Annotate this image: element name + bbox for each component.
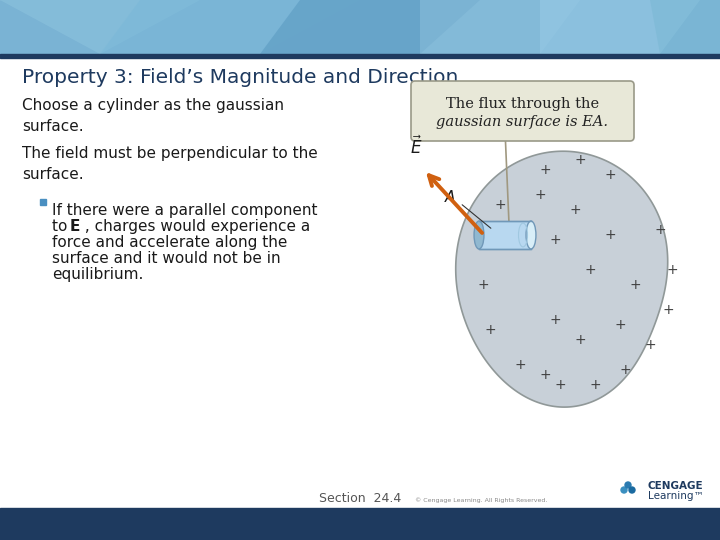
- Text: E: E: [70, 219, 81, 234]
- Text: equilibrium.: equilibrium.: [52, 267, 143, 282]
- Polygon shape: [420, 0, 580, 54]
- Text: CENGAGE: CENGAGE: [648, 481, 703, 491]
- Text: +: +: [484, 323, 496, 337]
- Text: gaussian surface is EA.: gaussian surface is EA.: [436, 115, 608, 129]
- Bar: [40, 199, 46, 205]
- Text: +: +: [534, 188, 546, 202]
- Text: +: +: [629, 278, 641, 292]
- Text: The field must be perpendicular to the
surface.: The field must be perpendicular to the s…: [22, 146, 318, 182]
- FancyBboxPatch shape: [411, 81, 634, 141]
- Text: to: to: [52, 219, 72, 234]
- Text: +: +: [574, 153, 586, 167]
- Text: , charges would experience a: , charges would experience a: [80, 219, 310, 234]
- Text: If there were a parallel component: If there were a parallel component: [52, 203, 318, 218]
- Bar: [479, 221, 531, 249]
- Text: +: +: [589, 378, 600, 392]
- Text: +: +: [494, 198, 506, 212]
- Text: +: +: [549, 233, 561, 247]
- Text: +: +: [584, 263, 596, 277]
- Bar: [0, 54, 720, 508]
- Text: +: +: [574, 333, 586, 347]
- Text: +: +: [570, 203, 581, 217]
- Text: A: A: [445, 190, 455, 205]
- Text: +: +: [604, 228, 616, 242]
- Text: +: +: [539, 163, 551, 177]
- Text: +: +: [644, 338, 656, 352]
- Bar: [0, 54, 720, 58]
- Polygon shape: [260, 0, 480, 54]
- Text: force and accelerate along the: force and accelerate along the: [52, 235, 287, 250]
- Circle shape: [629, 487, 635, 493]
- Text: +: +: [614, 318, 626, 332]
- Text: +: +: [484, 233, 496, 247]
- Text: +: +: [662, 303, 674, 317]
- Circle shape: [621, 487, 627, 493]
- Text: +: +: [514, 358, 526, 372]
- Polygon shape: [650, 0, 720, 54]
- Text: +: +: [477, 278, 489, 292]
- Text: Property 3: Field’s Magnitude and Direction: Property 3: Field’s Magnitude and Direct…: [22, 68, 459, 87]
- Text: +: +: [604, 168, 616, 182]
- Ellipse shape: [474, 221, 484, 249]
- Circle shape: [625, 482, 631, 488]
- Text: © Cengage Learning. All Rights Reserved.: © Cengage Learning. All Rights Reserved.: [415, 497, 547, 503]
- Text: +: +: [539, 368, 551, 382]
- Polygon shape: [0, 0, 200, 54]
- Polygon shape: [456, 151, 667, 407]
- Polygon shape: [100, 0, 360, 54]
- Text: Learning™: Learning™: [648, 491, 704, 501]
- Text: Choose a cylinder as the gaussian
surface.: Choose a cylinder as the gaussian surfac…: [22, 98, 284, 134]
- Text: +: +: [549, 313, 561, 327]
- Text: Section  24.4: Section 24.4: [319, 491, 401, 504]
- Bar: [0, 508, 720, 540]
- Text: +: +: [666, 263, 678, 277]
- Polygon shape: [540, 0, 700, 54]
- Text: +: +: [654, 223, 666, 237]
- Bar: [0, 0, 720, 54]
- Text: $\vec{E}$: $\vec{E}$: [410, 136, 422, 158]
- Text: The flux through the: The flux through the: [446, 97, 599, 111]
- Ellipse shape: [526, 221, 536, 249]
- Text: surface and it would not be in: surface and it would not be in: [52, 251, 281, 266]
- Text: +: +: [619, 363, 631, 377]
- Text: +: +: [554, 378, 566, 392]
